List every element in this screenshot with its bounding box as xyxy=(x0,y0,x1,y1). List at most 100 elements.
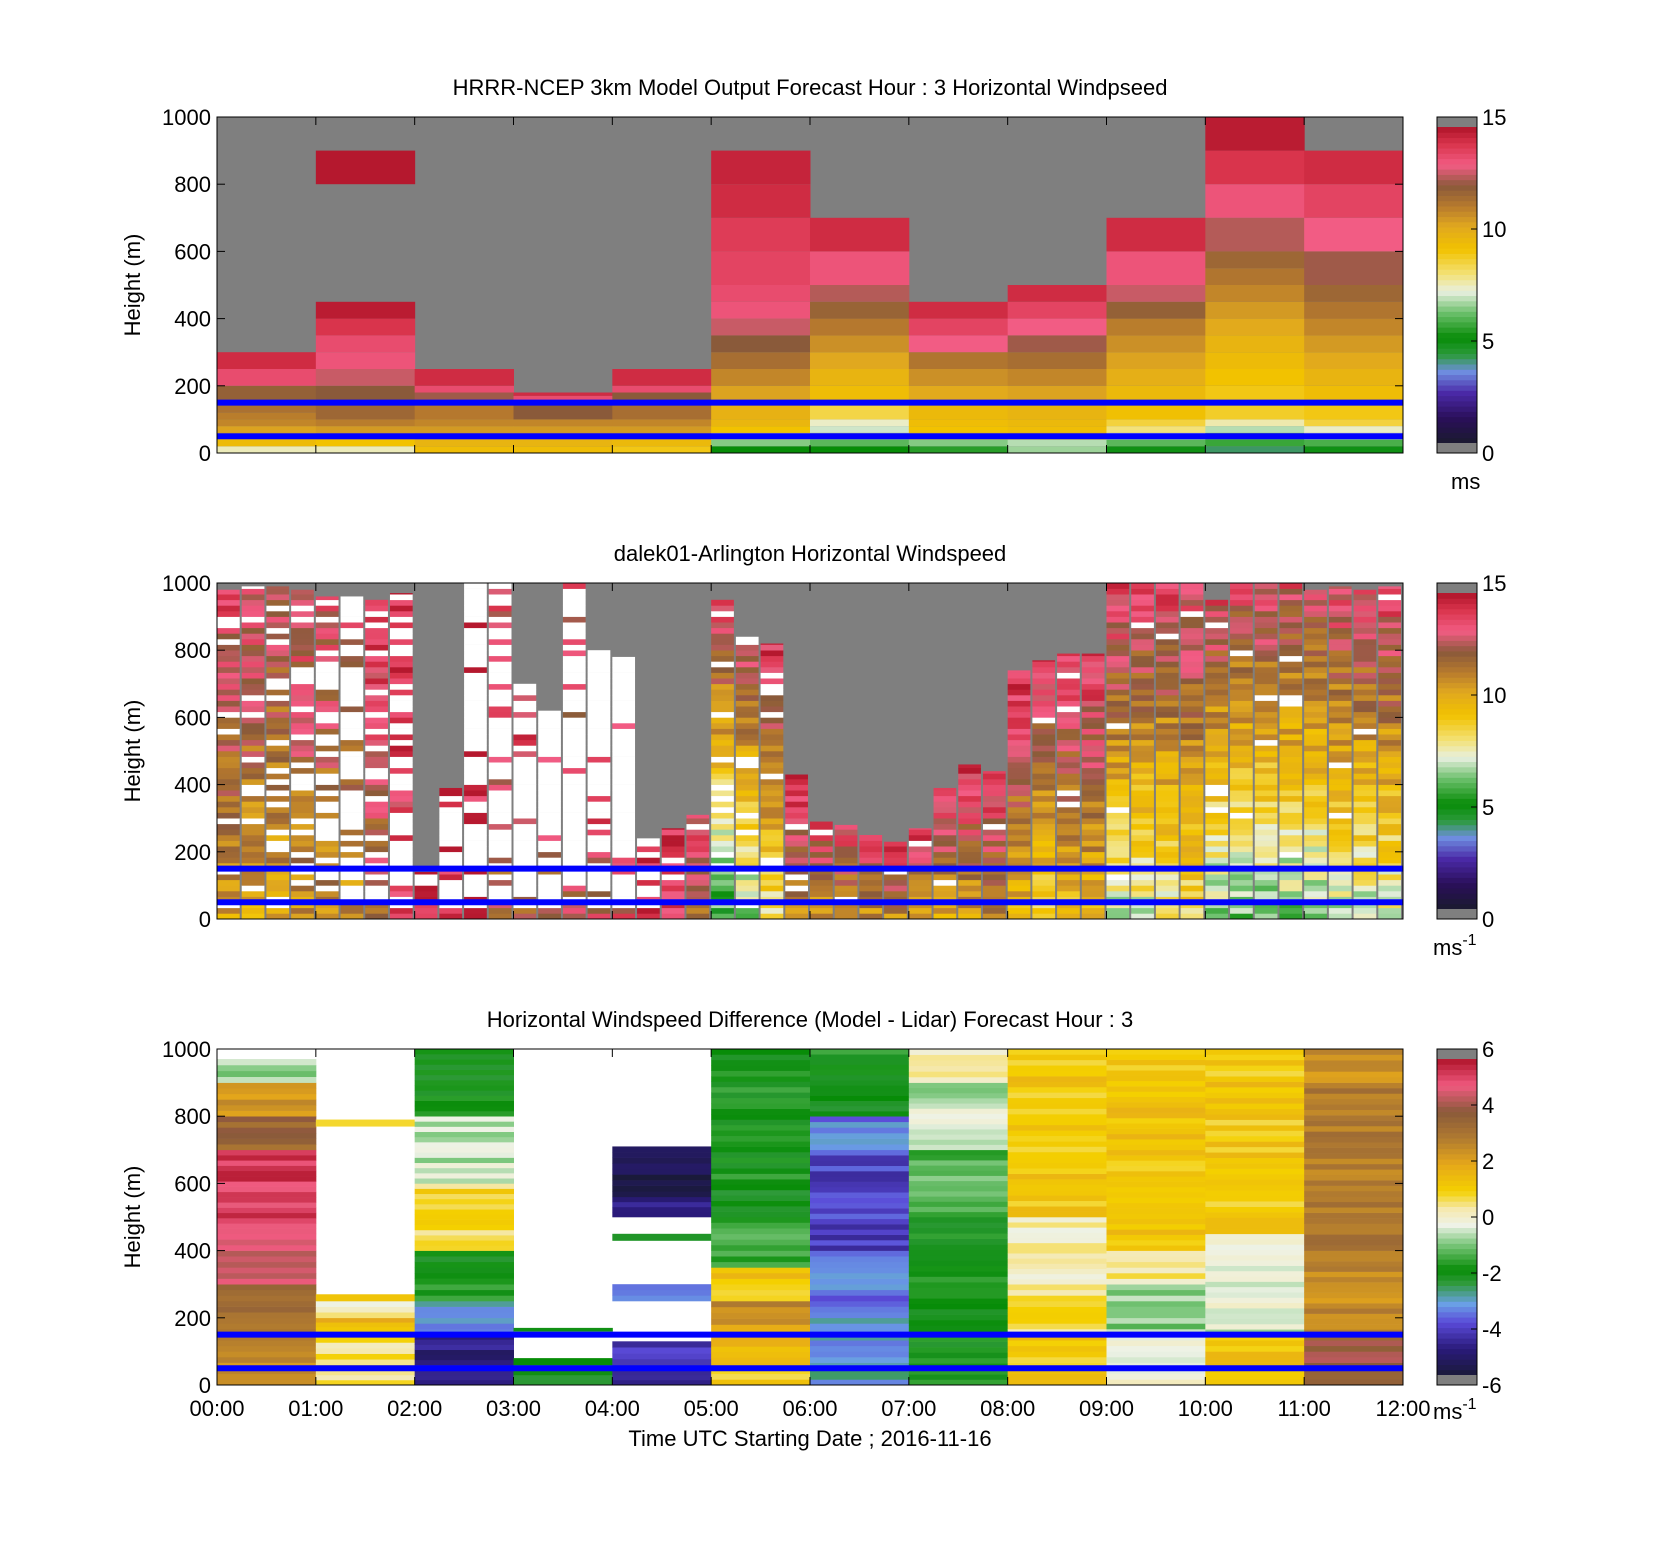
lidar-cell xyxy=(661,879,685,886)
difference-cell xyxy=(1205,1217,1305,1224)
lidar-cell xyxy=(315,773,339,780)
lidar-cell xyxy=(1279,795,1303,802)
lidar-cell xyxy=(1279,700,1303,707)
lidar-cell xyxy=(538,913,561,919)
lidar-cell xyxy=(982,879,1006,886)
lidar-cell xyxy=(241,857,265,864)
lidar-cell xyxy=(958,891,981,897)
lidar-cell xyxy=(266,756,290,763)
lidar-cell xyxy=(1057,801,1080,808)
lidar-cell xyxy=(1254,655,1278,662)
colorbar-band xyxy=(1437,232,1477,239)
lidar-cell xyxy=(340,751,364,757)
difference-cell xyxy=(1304,1185,1403,1192)
lidar-cell xyxy=(834,840,858,847)
lidar-cell xyxy=(933,818,957,825)
lidar-cell xyxy=(266,767,290,774)
difference-cell xyxy=(1106,1197,1206,1204)
difference-cell xyxy=(414,1095,514,1101)
lidar-cell xyxy=(1180,779,1204,785)
colorbar-band xyxy=(1437,1116,1477,1123)
lidar-cell xyxy=(266,795,290,802)
difference-cell xyxy=(1205,1201,1305,1207)
lidar-cell xyxy=(1057,695,1080,701)
lidar-cell xyxy=(365,644,388,651)
difference-cell xyxy=(414,1289,514,1296)
lidar-cell xyxy=(1254,667,1278,673)
lidar-cell xyxy=(760,913,784,919)
lidar-cell xyxy=(1304,879,1327,886)
colorbar-band xyxy=(1437,719,1477,726)
colorbar-band xyxy=(1437,1338,1477,1344)
lidar-cell xyxy=(340,706,364,713)
difference-cell xyxy=(1205,1255,1305,1261)
model-cell xyxy=(1106,402,1206,420)
lidar-cell xyxy=(1328,700,1352,707)
lidar-cell xyxy=(1032,907,1056,914)
difference-cell xyxy=(908,1379,1009,1385)
lidar-cell xyxy=(1378,846,1401,853)
difference-cell xyxy=(711,1135,811,1142)
lidar-cell xyxy=(711,857,734,864)
colorbar-band xyxy=(1437,374,1477,381)
lidar-cell xyxy=(735,851,759,858)
difference-cell xyxy=(1205,1092,1305,1099)
lidar-cell xyxy=(1155,723,1179,729)
lidar-cell xyxy=(1081,823,1105,830)
lidar-cell xyxy=(1279,835,1303,841)
lidar-cell xyxy=(859,846,883,853)
lidar-cell xyxy=(365,723,388,729)
colorbar-band xyxy=(1437,290,1477,297)
lidar-cell xyxy=(1328,655,1352,662)
lidar-cell xyxy=(389,700,413,707)
lidar-cell xyxy=(266,717,290,724)
colorbar-band xyxy=(1437,698,1477,705)
lidar-cell xyxy=(1155,728,1179,735)
lidar-cell xyxy=(1081,689,1105,696)
difference-cell xyxy=(612,1146,712,1153)
difference-cell xyxy=(711,1256,811,1263)
difference-cell xyxy=(1205,1318,1305,1325)
lidar-cell xyxy=(1304,678,1327,685)
lidar-cell xyxy=(1155,605,1179,612)
difference-cell xyxy=(1007,1065,1107,1071)
difference-cell xyxy=(612,1152,712,1158)
lidar-cell xyxy=(933,851,957,858)
lidar-cell xyxy=(834,824,858,830)
lidar-cell xyxy=(1328,611,1352,617)
lidar-cell xyxy=(266,734,290,741)
colorbar-band xyxy=(1437,258,1477,265)
lidar-cell xyxy=(1180,745,1204,752)
lidar-cell xyxy=(513,762,537,769)
lidar-cell xyxy=(1205,913,1229,919)
lidar-cell xyxy=(439,891,463,897)
lidar-cell xyxy=(637,857,660,864)
lidar-cell xyxy=(1106,756,1130,763)
lidar-cell xyxy=(1304,700,1327,707)
lidar-cell xyxy=(1155,812,1179,819)
lidar-cell xyxy=(1106,891,1130,897)
lidar-cell xyxy=(1131,779,1154,785)
lidar-cell xyxy=(1230,762,1253,769)
difference-cell xyxy=(1007,1232,1107,1238)
lidar-cell xyxy=(1378,807,1401,813)
lidar-cell xyxy=(1378,795,1401,802)
lidar-cell xyxy=(266,700,290,707)
lidar-cell xyxy=(513,823,537,830)
lidar-cell xyxy=(439,846,463,853)
lidar-cell xyxy=(1353,840,1377,847)
lidar-cell xyxy=(291,801,314,808)
x-tick-label: 03:00 xyxy=(486,1396,541,1421)
lidar-cell xyxy=(1205,599,1229,606)
lidar-cell xyxy=(513,857,537,864)
lidar-cell xyxy=(291,622,314,629)
lidar-cell xyxy=(1057,667,1080,673)
model-cell xyxy=(711,184,811,218)
lidar-cell xyxy=(340,851,364,858)
lidar-cell xyxy=(538,728,561,735)
lidar-cell xyxy=(735,812,759,819)
difference-cell xyxy=(711,1146,811,1153)
lidar-cell xyxy=(735,907,759,914)
difference-cell xyxy=(1205,1276,1305,1282)
model-cell xyxy=(1106,446,1206,453)
